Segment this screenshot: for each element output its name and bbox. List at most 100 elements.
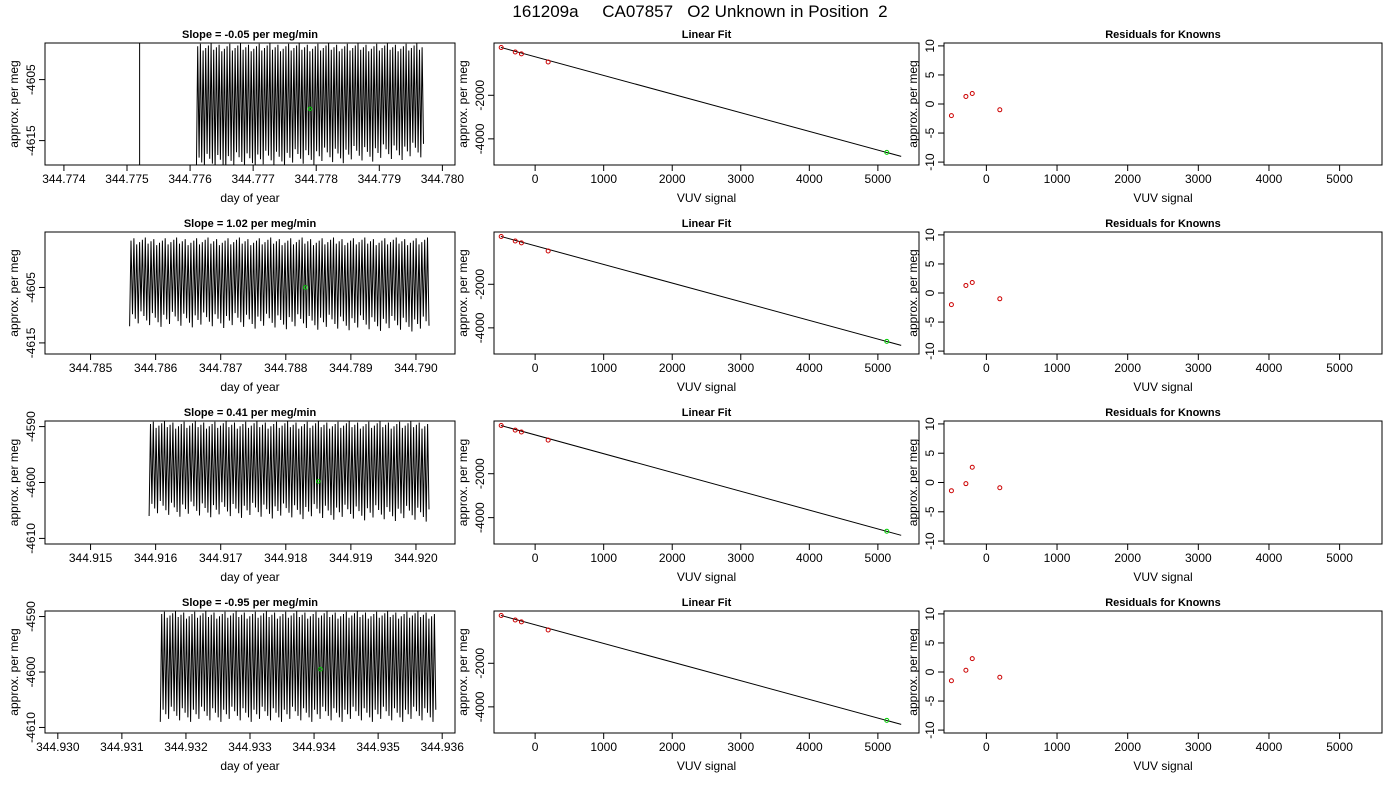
x-tick-label: 3000 — [1185, 551, 1212, 565]
plot-frame — [44, 231, 456, 355]
y-tick-label: -2000 — [473, 458, 487, 489]
data-area — [948, 656, 1003, 684]
residual-point — [948, 678, 954, 684]
x-tick-label: 4000 — [1256, 361, 1283, 375]
x-tick-label: 344.779 — [358, 172, 402, 186]
y-tick-label: -4615 — [24, 327, 38, 358]
y-axis-label: approx. per meg — [906, 439, 920, 526]
unknown-point — [307, 106, 313, 112]
x-tick-label: 344.788 — [264, 361, 308, 375]
data-area — [948, 280, 1003, 308]
unknown-point — [884, 528, 890, 534]
y-tick-label: -10 — [923, 721, 937, 739]
known-point — [512, 49, 518, 55]
y-tick-label: -5 — [923, 316, 937, 327]
chart-panel-r2-trace: Slope = 1.02 per meg/min 344.785 344.786 34… — [7, 218, 456, 394]
fit-line — [500, 614, 902, 725]
data-area — [498, 423, 902, 536]
known-point — [545, 627, 551, 633]
known-point — [518, 240, 524, 246]
x-tick-label: 344.918 — [264, 551, 308, 565]
unknown-point — [316, 479, 321, 484]
residual-point — [997, 485, 1003, 491]
y-tick-label: 0 — [923, 668, 937, 675]
x-tick-label: 4000 — [796, 172, 823, 186]
y-tick-label: -10 — [923, 532, 937, 550]
unknown-point — [303, 285, 308, 290]
chart-title: Linear Fit — [682, 407, 732, 419]
x-tick-label: 344.778 — [295, 172, 339, 186]
y-tick-label: -4610 — [24, 712, 38, 743]
known-point — [518, 51, 524, 57]
x-tick-label: 344.930 — [36, 740, 80, 754]
x-tick-label: 3000 — [727, 361, 754, 375]
chart-panel-r3-trace: Slope = 0.41 per meg/min 344.915 344.916 34… — [7, 407, 456, 584]
x-tick-label: 344.936 — [420, 740, 464, 754]
y-tick-label: 0 — [923, 289, 937, 296]
y-tick-label: -5 — [923, 506, 937, 517]
chart-panel-r3-fit: Linear Fit 0 1000 2000 3000 4000 5000 -2000 -400… — [456, 407, 920, 584]
x-tick-label: 3000 — [1185, 740, 1212, 754]
x-axis-label: day of year — [220, 380, 279, 394]
y-axis-label: approx. per meg — [7, 628, 21, 715]
y-axis-label: approx. per meg — [456, 249, 470, 336]
x-axis-label: VUV signal — [1133, 191, 1192, 205]
y-tick-label: -4590 — [24, 601, 38, 632]
y-tick-label: 10 — [923, 417, 937, 431]
y-tick-label: -4000 — [473, 691, 487, 722]
chart-title: Slope = 1.02 per meg/min — [184, 218, 317, 230]
residual-point — [997, 296, 1003, 302]
x-tick-label: 344.935 — [356, 740, 400, 754]
data-area — [139, 43, 424, 165]
plot-frame — [943, 42, 1383, 166]
x-tick-label: 1000 — [1044, 551, 1071, 565]
y-tick-label: 5 — [923, 450, 937, 457]
chart-panel-r1-trace: Slope = -0.05 per meg/min 344.774 344.775 3… — [7, 29, 464, 205]
residual-point — [963, 481, 969, 487]
x-tick-label: 344.787 — [199, 361, 243, 375]
x-tick-label: 0 — [983, 361, 990, 375]
x-tick-label: 5000 — [1326, 740, 1353, 754]
x-tick-label: 4000 — [796, 740, 823, 754]
known-point — [512, 238, 518, 244]
x-tick-label: 3000 — [727, 172, 754, 186]
x-tick-label: 344.915 — [69, 551, 113, 565]
chart-panel-r1-fit: Linear Fit 0 1000 2000 3000 4000 5000 -2000 -400… — [456, 29, 920, 205]
known-point — [512, 427, 518, 433]
x-tick-label: 344.777 — [231, 172, 275, 186]
unknown-point — [884, 338, 890, 344]
chart-panel-r1-resid: Residuals for Knowns 0 1000 2000 3000 4000 500… — [906, 29, 1383, 205]
plot-frame — [493, 231, 920, 355]
x-tick-label: 5000 — [1326, 361, 1353, 375]
y-tick-label: -4590 — [24, 411, 38, 442]
y-tick-label: -4600 — [24, 467, 38, 498]
x-tick-label: 344.774 — [42, 172, 86, 186]
y-tick-label: 10 — [923, 607, 937, 621]
y-tick-label: -5 — [923, 127, 937, 138]
y-tick-label: -4605 — [24, 64, 38, 95]
data-trace — [129, 237, 430, 332]
chart-title: Linear Fit — [682, 218, 732, 230]
chart-title: Residuals for Knowns — [1105, 29, 1221, 41]
residual-point — [969, 280, 975, 286]
known-point — [545, 437, 551, 443]
x-tick-label: 3000 — [1185, 172, 1212, 186]
unknown-point — [318, 666, 323, 672]
x-tick-label: 1000 — [590, 551, 617, 565]
x-axis-label: day of year — [220, 191, 279, 205]
y-axis-label: approx. per meg — [7, 439, 21, 526]
y-axis-label: approx. per meg — [7, 60, 21, 147]
x-tick-label: 344.933 — [228, 740, 272, 754]
chart-title: Residuals for Knowns — [1105, 218, 1221, 230]
x-tick-label: 344.776 — [168, 172, 212, 186]
x-tick-label: 2000 — [1114, 361, 1141, 375]
x-tick-label: 3000 — [727, 551, 754, 565]
x-tick-label: 2000 — [659, 740, 686, 754]
known-point — [498, 44, 504, 50]
y-tick-label: 5 — [923, 71, 937, 78]
x-tick-label: 3000 — [727, 740, 754, 754]
x-tick-label: 5000 — [865, 740, 892, 754]
chart-title: Linear Fit — [682, 29, 732, 41]
chart-panel-r3-resid: Residuals for Knowns 0 1000 2000 3000 4000 500… — [906, 407, 1383, 584]
y-tick-label: 0 — [923, 100, 937, 107]
